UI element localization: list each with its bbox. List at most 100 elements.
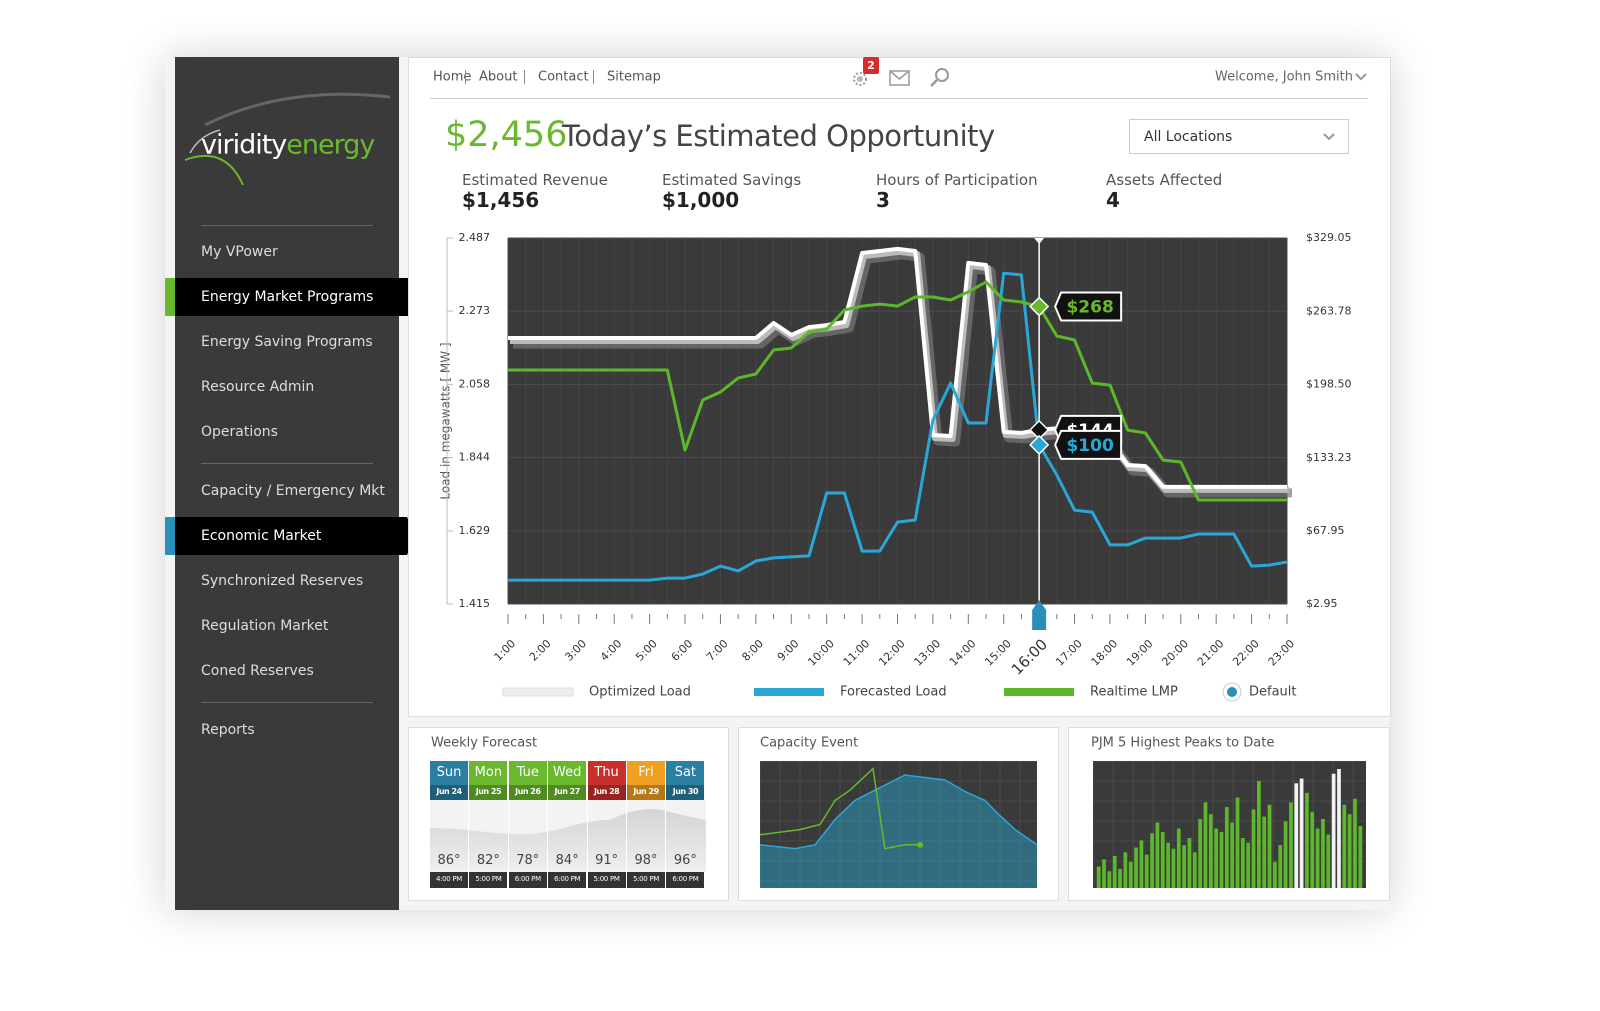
- day-temp: 84°: [555, 853, 579, 868]
- sidebar-item[interactable]: Synchronized Reserves: [201, 573, 364, 589]
- day-divider: [507, 800, 509, 872]
- location-value: All Locations: [1144, 129, 1233, 145]
- nav-separator: [524, 70, 525, 84]
- sidebar-item[interactable]: Economic Market: [201, 528, 322, 544]
- sidebar-divider: [201, 702, 373, 703]
- stat-label: Estimated Revenue: [462, 171, 608, 189]
- peak-bar: [1123, 852, 1128, 888]
- active-strip: [165, 517, 175, 555]
- sidebar-item[interactable]: Regulation Market: [201, 618, 329, 634]
- peak-bar: [1262, 816, 1267, 888]
- sidebar-item[interactable]: My VPower: [201, 244, 278, 260]
- peak-bar: [1118, 868, 1122, 888]
- sidebar-item[interactable]: Coned Reserves: [201, 663, 314, 679]
- day-header: [587, 761, 626, 785]
- day-time-bg: [587, 872, 626, 888]
- nav-link[interactable]: About: [479, 69, 518, 85]
- day-time-bg: [430, 872, 468, 888]
- peak-bar: [1321, 818, 1325, 888]
- peak-bar: [1326, 834, 1331, 888]
- alert-icon[interactable]: [853, 72, 867, 86]
- peak-bar: [1102, 859, 1106, 888]
- panel-title: Capacity Event: [760, 735, 859, 751]
- day-name: Tue: [516, 765, 539, 780]
- day-shade: [666, 785, 705, 800]
- day-divider: [547, 800, 549, 872]
- stat-value: $1,456: [462, 188, 540, 212]
- peak-bar: [1192, 852, 1197, 888]
- nav-rule: [430, 98, 1368, 99]
- peak-bar: [1187, 838, 1192, 888]
- peak-bar: [1310, 811, 1315, 888]
- day-shade: [587, 785, 626, 800]
- day-temp: 98°: [634, 853, 658, 868]
- day-temp: 82°: [476, 853, 500, 868]
- day-date: Jun 25: [475, 787, 502, 796]
- peak-bar: [1240, 838, 1245, 888]
- capacity-chart: [760, 761, 1037, 888]
- day-time-bg: [548, 872, 587, 888]
- forecast-wave: [430, 800, 706, 872]
- day-date: Jun 24: [436, 787, 462, 796]
- peak-bar: [1224, 807, 1229, 888]
- panel-title: PJM 5 Highest Peaks to Date: [1091, 735, 1275, 751]
- nav-link[interactable]: Sitemap: [607, 69, 661, 85]
- day-time-bg: [508, 872, 547, 888]
- series-line: [760, 774, 1037, 850]
- peak-bar: [1214, 828, 1219, 888]
- sidebar-item[interactable]: Energy Market Programs: [201, 289, 374, 305]
- day-date: Jun 29: [633, 787, 659, 796]
- day-divider: [468, 800, 470, 872]
- peak-bar: [1305, 792, 1309, 888]
- stat-label: Assets Affected: [1106, 171, 1223, 189]
- day-date: Jun 27: [554, 787, 581, 796]
- mail-icon[interactable]: [889, 70, 910, 86]
- panel-title: Weekly Forecast: [431, 735, 538, 751]
- day-temp: 91°: [595, 853, 619, 868]
- logo-second: energy: [286, 129, 375, 161]
- day-temp: 78°: [516, 853, 540, 868]
- peak-bar: [1171, 848, 1176, 888]
- day-date: Jun 26: [515, 787, 541, 796]
- peak-bar: [1219, 832, 1224, 888]
- sidebar-item[interactable]: Resource Admin: [201, 379, 315, 395]
- sidebar: [175, 57, 399, 910]
- nav-separator: [593, 70, 594, 84]
- nav-link[interactable]: Home: [433, 69, 472, 85]
- search-icon[interactable]: [930, 68, 949, 87]
- peak-bar: [1358, 826, 1363, 888]
- dropdown-chevron: [1323, 133, 1335, 141]
- peak-bar: [1208, 814, 1213, 888]
- opportunity-title: Today’s Estimated Opportunity: [562, 119, 995, 153]
- active-bar: [165, 517, 417, 555]
- day-time: 4:00 PM: [435, 875, 463, 883]
- day-header: [548, 761, 587, 785]
- sidebar-divider: [201, 463, 373, 464]
- peak-bar: [1203, 802, 1208, 888]
- peak-bar: [1342, 804, 1347, 888]
- day-time: 6:00 PM: [672, 875, 699, 883]
- day-date: Jun 30: [672, 787, 699, 796]
- sidebar-item[interactable]: Capacity / Emergency Mkt: [201, 483, 385, 499]
- day-divider: [586, 800, 588, 872]
- stat-label: Estimated Savings: [662, 171, 802, 189]
- peak-bar: [1283, 821, 1288, 888]
- day-shade: [508, 785, 547, 800]
- sidebar-item[interactable]: Energy Saving Programs: [201, 334, 373, 350]
- peak-bar: [1294, 783, 1299, 888]
- welcome[interactable]: Welcome, John Smith: [1215, 69, 1353, 85]
- sidebar-item[interactable]: Reports: [201, 722, 255, 738]
- welcome-chevron[interactable]: [1354, 71, 1368, 83]
- day-header: [430, 761, 468, 785]
- active-strip: [165, 278, 175, 316]
- nav-icons[interactable]: 2: [840, 56, 960, 96]
- stat-value: 4: [1106, 188, 1120, 212]
- peak-bar: [1112, 855, 1117, 888]
- nav-link[interactable]: Contact: [538, 69, 589, 85]
- location-dropdown[interactable]: All Locations: [1129, 119, 1349, 154]
- day-header: [666, 761, 705, 785]
- day-name: Thu: [594, 765, 619, 780]
- peak-bar: [1128, 861, 1133, 888]
- sidebar-item[interactable]: Operations: [201, 424, 278, 440]
